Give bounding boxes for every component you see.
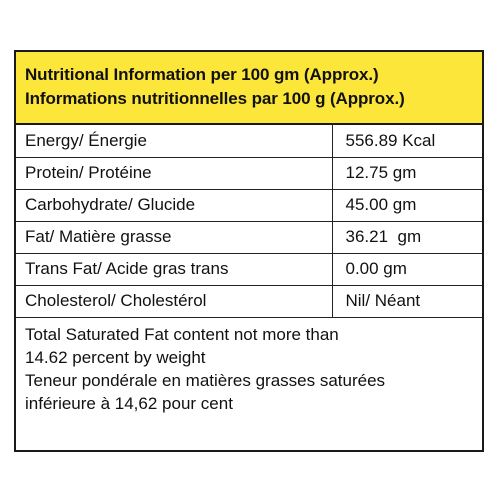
note-line: Total Saturated Fat content not more tha… (25, 324, 339, 344)
table-row-cholesterol: Cholesterol/ Cholestérol Nil/ Néant (16, 285, 482, 318)
table-row-energy: Energy/ Énergie 556.89 Kcal (16, 125, 482, 158)
nutrient-name: Energy/ Énergie (16, 125, 332, 158)
nutrient-name: Cholesterol/ Cholestérol (16, 285, 332, 318)
nutrition-label: Nutritional Information per 100 gm (Appr… (14, 50, 484, 452)
header-title-english: Nutritional Information per 100 gm (Appr… (25, 65, 379, 84)
table-row-trans-fat: Trans Fat/ Acide gras trans 0.00 gm (16, 253, 482, 286)
nutrient-name: Fat/ Matière grasse (16, 221, 332, 254)
header-title-french: Informations nutritionnelles par 100 g (… (25, 89, 405, 108)
nutrient-value: 556.89 Kcal (331, 125, 482, 158)
saturated-fat-note: Total Saturated Fat content not more tha… (16, 318, 482, 415)
nutrient-value: 12.75 gm (331, 157, 482, 190)
note-line: inférieure à 14,62 pour cent (25, 393, 233, 413)
nutrition-header: Nutritional Information per 100 gm (Appr… (16, 52, 482, 125)
table-row-carbohydrate: Carbohydrate/ Glucide 45.00 gm (16, 189, 482, 222)
nutrient-name: Trans Fat/ Acide gras trans (16, 253, 332, 286)
note-line: Teneur pondérale en matières grasses sat… (25, 370, 386, 390)
nutrient-value: 0.00 gm (331, 253, 482, 286)
nutrient-value: 36.21 gm (331, 221, 482, 254)
table-row-fat: Fat/ Matière grasse 36.21 gm (16, 221, 482, 254)
nutrient-value: Nil/ Néant (331, 285, 482, 318)
nutrient-name: Protein/ Protéine (16, 157, 332, 190)
table-row-protein: Protein/ Protéine 12.75 gm (16, 157, 482, 190)
nutrition-table: Energy/ Énergie 556.89 Kcal Protein/ Pro… (16, 125, 482, 318)
nutrient-value: 45.00 gm (331, 189, 482, 222)
note-line: 14.62 percent by weight (25, 347, 206, 367)
nutrient-name: Carbohydrate/ Glucide (16, 189, 332, 222)
